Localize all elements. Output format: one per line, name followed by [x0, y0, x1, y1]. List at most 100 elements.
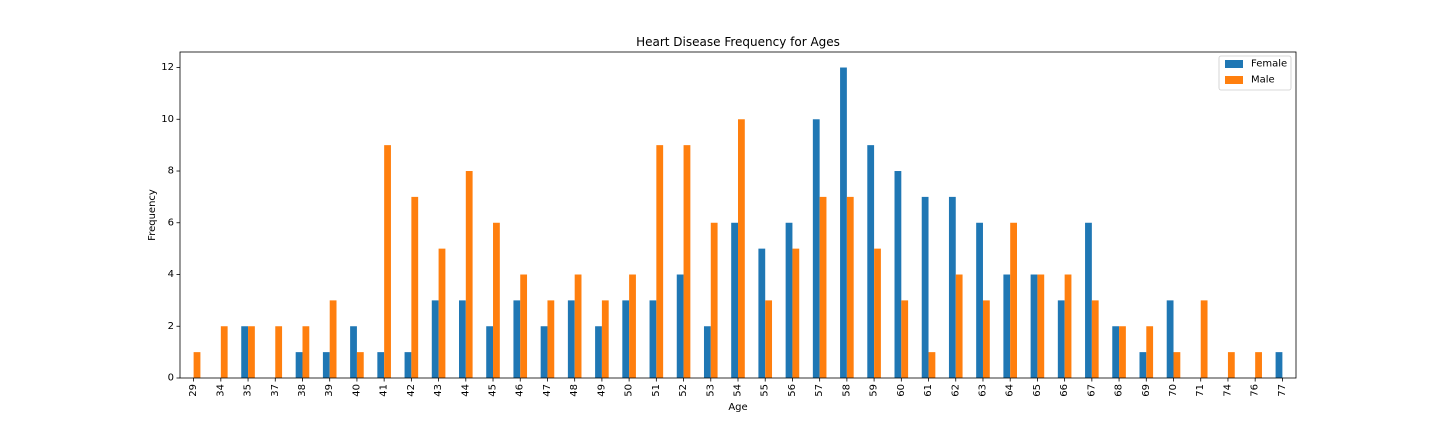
bar-female-48: [567, 300, 575, 378]
x-tick-label: 54: [733, 384, 744, 397]
bar-male-55: [765, 300, 773, 378]
bar-female-40: [350, 326, 357, 378]
x-ticks-group: 29 34 35 37 38 39 40 41 42 43 44 45 46 47 48 49 50 51 52 53…: [188, 378, 1288, 397]
x-tick-label: 63: [977, 384, 988, 397]
bar-male-46: [520, 274, 528, 378]
bar-female-66: [1057, 300, 1065, 378]
x-tick-label: 68: [1114, 384, 1125, 397]
legend-label-female: Female: [1251, 59, 1287, 70]
x-tick-label: 48: [569, 384, 580, 397]
y-tick-label: 2: [168, 321, 174, 332]
x-tick-label: 41: [379, 384, 390, 397]
y-tick-label: 8: [168, 166, 174, 177]
bar-female-54: [731, 222, 738, 378]
bar-male-41: [384, 145, 391, 378]
x-tick-label: 47: [542, 384, 553, 397]
x-tick-label: 55: [760, 384, 771, 397]
x-tick-label: 45: [488, 384, 499, 397]
bar-female-70: [1166, 300, 1174, 378]
x-tick-label: 51: [651, 384, 662, 397]
x-tick-label: 70: [1168, 384, 1179, 397]
bar-male-65: [1037, 274, 1045, 378]
bar-male-69: [1146, 326, 1154, 378]
bar-male-45: [493, 222, 500, 378]
x-tick-label: 52: [678, 384, 689, 397]
x-tick-label: 43: [433, 384, 444, 397]
x-tick-label: 49: [596, 384, 607, 397]
x-tick-label: 62: [950, 384, 961, 397]
x-tick-label: 50: [624, 384, 635, 397]
bar-female-69: [1139, 352, 1147, 378]
y-tick-label: 0: [168, 373, 174, 384]
bar-female-51: [649, 300, 657, 378]
x-tick-label: 67: [1086, 384, 1097, 397]
y-tick-label: 6: [168, 217, 174, 228]
y-tick-label: 4: [168, 269, 174, 280]
x-tick-label: 39: [324, 384, 335, 397]
x-tick-label: 37: [270, 384, 281, 397]
bar-male-68: [1119, 326, 1126, 378]
bar-female-38: [295, 352, 303, 378]
x-tick-label: 76: [1250, 384, 1261, 397]
y-ticks-group: 0 2 4 6 8 10 12: [161, 62, 180, 384]
bar-male-50: [629, 274, 636, 378]
bar-male-63: [982, 300, 990, 378]
bar-female-61: [921, 196, 929, 378]
bar-female-53: [703, 326, 711, 378]
bar-female-46: [513, 300, 521, 378]
chart-title: Heart Disease Frequency for Ages: [636, 35, 840, 49]
bar-male-52: [683, 145, 691, 378]
bar-male-42: [411, 196, 419, 378]
bar-female-58: [840, 67, 847, 379]
bar-male-40: [356, 352, 364, 378]
x-axis-title: Age: [728, 402, 747, 413]
x-tick-label: 60: [896, 384, 907, 397]
bar-female-42: [404, 352, 412, 378]
bar-male-43: [438, 248, 446, 378]
bar-male-57: [819, 196, 827, 378]
bar-female-43: [431, 300, 439, 378]
bar-male-58: [846, 196, 854, 378]
x-tick-label: 44: [460, 384, 471, 397]
x-tick-label: 69: [1141, 384, 1152, 397]
bar-male-60: [901, 300, 909, 378]
bar-male-35: [248, 326, 255, 378]
bar-male-44: [465, 171, 473, 378]
bar-female-49: [595, 326, 602, 378]
x-tick-label: 71: [1195, 384, 1206, 397]
legend: Female Male: [1218, 55, 1292, 91]
bar-female-60: [894, 171, 902, 378]
bars-group: [193, 67, 1283, 379]
bar-male-67: [1091, 300, 1099, 378]
x-tick-label: 34: [215, 384, 226, 397]
x-tick-label: 35: [243, 384, 254, 397]
bar-male-62: [955, 274, 963, 378]
bar-male-66: [1064, 274, 1072, 378]
bar-male-61: [928, 352, 936, 378]
bar-male-51: [656, 145, 664, 378]
x-tick-label: 53: [705, 384, 716, 397]
bar-male-56: [792, 248, 800, 378]
x-tick-label: 58: [841, 384, 852, 397]
y-axis-title: Frequency: [147, 189, 158, 241]
bar-male-47: [547, 300, 555, 378]
x-tick-label: 74: [1222, 384, 1233, 397]
bar-female-67: [1085, 222, 1092, 378]
bar-female-57: [812, 119, 820, 379]
x-tick-label: 61: [923, 384, 934, 397]
bar-male-38: [302, 326, 310, 378]
x-tick-label: 38: [297, 384, 308, 397]
bar-male-49: [601, 300, 609, 378]
bar-female-65: [1030, 274, 1038, 378]
bar-female-64: [1003, 274, 1011, 378]
bar-female-50: [622, 300, 630, 378]
bar-female-47: [540, 326, 548, 378]
legend-swatch-male: [1225, 76, 1243, 84]
x-tick-label: 64: [1005, 384, 1016, 397]
bar-female-68: [1112, 326, 1120, 378]
x-tick-label: 46: [515, 384, 526, 397]
bar-male-34: [220, 326, 228, 378]
bar-male-76: [1255, 352, 1262, 378]
